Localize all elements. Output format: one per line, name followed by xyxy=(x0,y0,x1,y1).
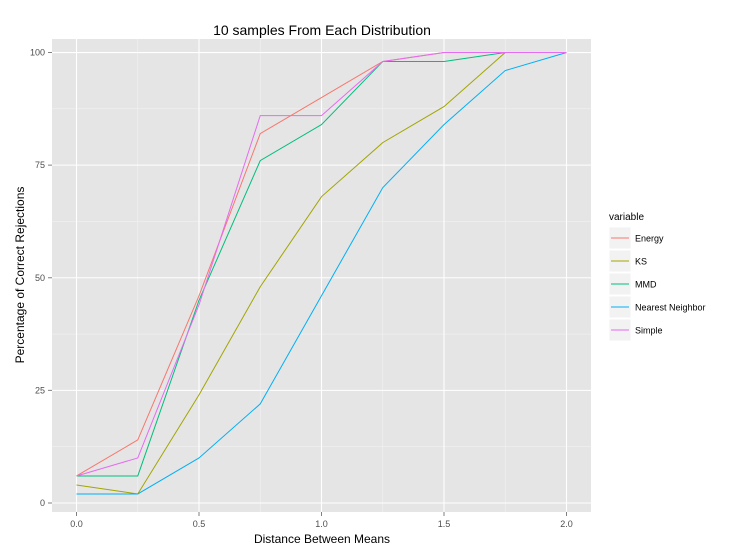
legend-label-simple: Simple xyxy=(635,326,663,336)
series-line-mmd xyxy=(76,52,567,477)
legend-label-ks: KS xyxy=(635,257,647,267)
x-tick-label: 1.5 xyxy=(438,519,451,529)
x-tick-label: 2.0 xyxy=(560,519,573,529)
grid-major xyxy=(52,39,591,512)
series-line-nearest-neighbor xyxy=(76,52,567,495)
x-tick-label: 1.0 xyxy=(315,519,328,529)
legend-title: variable xyxy=(609,212,644,223)
chart-title: 10 samples From Each Distribution xyxy=(213,22,431,38)
y-tick-label: 0 xyxy=(40,498,45,508)
legend-label-energy: Energy xyxy=(635,234,664,244)
y-tick-label: 75 xyxy=(35,160,45,170)
series-line-ks xyxy=(76,52,567,495)
x-tick-label: 0.0 xyxy=(70,519,83,529)
x-axis-title: Distance Between Means xyxy=(254,532,390,546)
x-tick-label: 0.5 xyxy=(193,519,206,529)
legend-label-nearest-neighbor: Nearest Neighbor xyxy=(635,303,706,313)
series-lines xyxy=(76,52,567,495)
y-tick-label: 50 xyxy=(35,273,45,283)
legend: variable Energy KS MMD Nearest Neighbor Simp… xyxy=(608,212,706,342)
series-line-simple xyxy=(76,52,567,477)
legend-label-mmd: MMD xyxy=(635,280,657,290)
y-tick-label: 100 xyxy=(30,48,45,58)
y-axis-title: Percentage of Correct Rejections xyxy=(13,187,27,364)
y-tick-label: 25 xyxy=(35,385,45,395)
axis-ticks: 0.0 0.5 1.0 1.5 2.0 0 25 50 75 100 xyxy=(30,48,573,529)
